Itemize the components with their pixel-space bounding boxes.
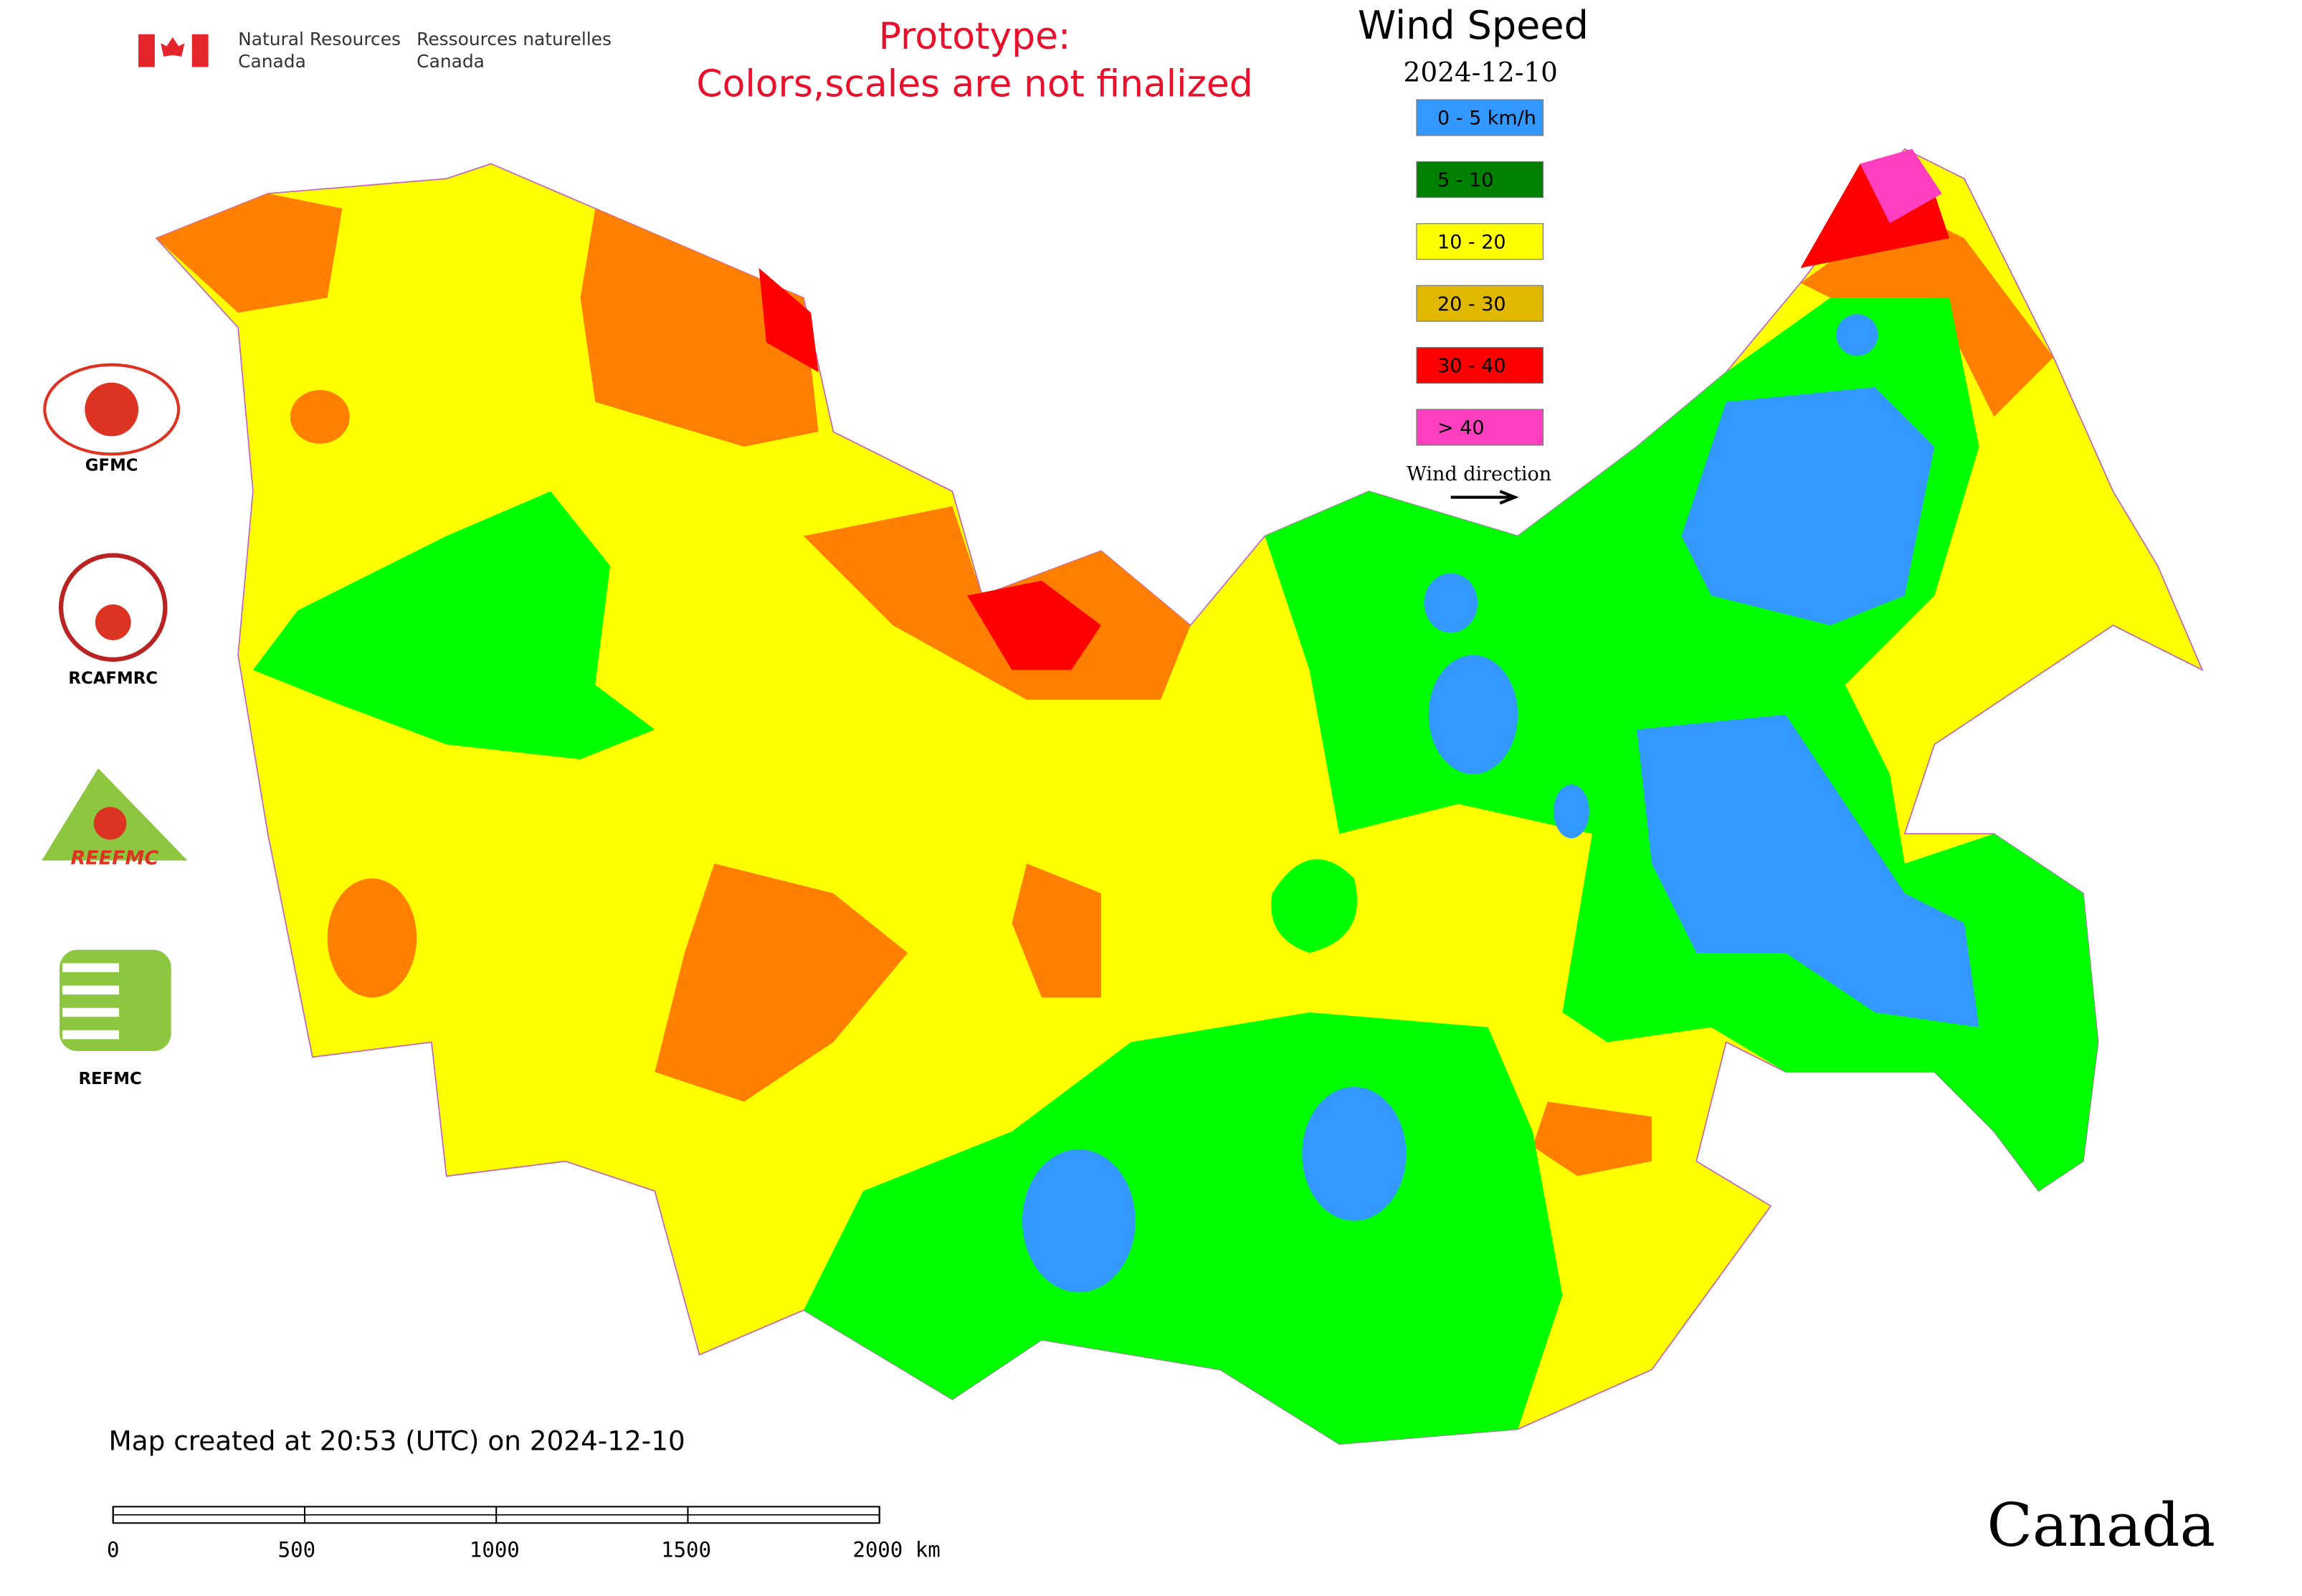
- logo-label: REFMC: [78, 1070, 141, 1088]
- region-green: [252, 491, 655, 760]
- legend-label: > 40: [1437, 417, 1484, 440]
- scale-label: 500: [278, 1538, 315, 1562]
- scale-label: 1500: [661, 1538, 711, 1562]
- legend-label: 5 - 10: [1437, 169, 1493, 191]
- legend-label: 0 - 5 km/h: [1437, 108, 1536, 130]
- legend-swatch: [1416, 347, 1544, 384]
- region-orange: [327, 878, 417, 998]
- map-created: Map created at 20:53 (UTC) on 2024-12-10: [109, 1425, 685, 1457]
- region-red: [967, 580, 1101, 670]
- scale-label: 0: [107, 1538, 119, 1562]
- agency-fr: Ressources naturelles: [417, 29, 612, 49]
- agency-en: Canada: [238, 51, 306, 72]
- region-green: [1271, 859, 1357, 953]
- region-blue: [1022, 1149, 1136, 1293]
- logo: RCAFMRC: [58, 553, 168, 688]
- region-orange: [156, 193, 343, 313]
- region-orange: [655, 863, 908, 1102]
- legend-title: Wind Speed: [1358, 3, 1589, 48]
- legend-label: 10 - 20: [1437, 231, 1506, 253]
- logo-label: RCAFMRC: [68, 669, 158, 688]
- logo-emblem: [43, 363, 181, 456]
- region-orange: [1532, 1101, 1652, 1177]
- logo-label: GFMC: [85, 456, 138, 475]
- agency-en: Natural Resources: [238, 29, 401, 49]
- wind-direction-label: Wind direction: [1407, 463, 1551, 485]
- scale-label: 1000: [470, 1538, 520, 1562]
- map-area: [155, 148, 2204, 1445]
- legend-swatch: [1416, 285, 1544, 322]
- legend-date: 2024-12-10: [1404, 56, 1558, 87]
- prototype-note: Prototype:: [879, 15, 1071, 58]
- legend-label: 30 - 40: [1437, 355, 1506, 377]
- canada-wordmark: Canada: [1987, 1491, 2215, 1560]
- maple-leaf: [161, 37, 185, 57]
- region-blue: [1681, 386, 1935, 626]
- region-blue: [1424, 573, 1478, 633]
- region-orange: [580, 208, 819, 447]
- region-red: [758, 267, 819, 373]
- legend: 0 - 5 km/h 5 - 10 10 - 20 20 - 30 30 - 40 > 4…: [1416, 99, 1544, 446]
- logo-emblem: [85, 382, 139, 437]
- flag-bar: [138, 34, 155, 67]
- legend-swatch: [1416, 99, 1544, 136]
- gov-signature: Natural Resources Canada Ressources natu…: [138, 29, 612, 72]
- region-blue: [1428, 655, 1518, 774]
- legend-label: 20 - 30: [1437, 293, 1506, 315]
- region-orange: [290, 390, 350, 444]
- region-blue: [1302, 1086, 1407, 1221]
- legend-swatch: [1416, 223, 1544, 260]
- agency-fr: Canada: [417, 51, 485, 72]
- logo: GFMC: [43, 363, 181, 475]
- region-magenta: [1860, 148, 1942, 224]
- logo: REFMC: [60, 949, 171, 1088]
- region-blue: [1637, 714, 1979, 1027]
- logo: REEFMC: [42, 768, 188, 870]
- region-orange: [1800, 208, 2054, 417]
- legend-swatch: [1416, 161, 1544, 198]
- region-blue: [1836, 314, 1878, 356]
- logo-stripes: [62, 963, 120, 1040]
- region-orange: [1012, 863, 1101, 998]
- flag-bar: [191, 34, 209, 67]
- legend-swatch: [1416, 409, 1544, 446]
- logo-emblem: [95, 604, 131, 640]
- logo-emblem: [93, 807, 127, 840]
- prototype-note: Colors,scales are not finalized: [696, 62, 1252, 105]
- logo-inner-text: REEFMC: [71, 847, 159, 870]
- region-blue: [1553, 784, 1589, 839]
- scale-label: 2000 km: [852, 1538, 940, 1562]
- wind-arrow: [1450, 490, 1519, 505]
- scale-bar: 0 500 1000 1500 2000 km: [107, 1506, 941, 1562]
- logo-emblem: [58, 553, 168, 662]
- logo-emblem: [60, 949, 171, 1052]
